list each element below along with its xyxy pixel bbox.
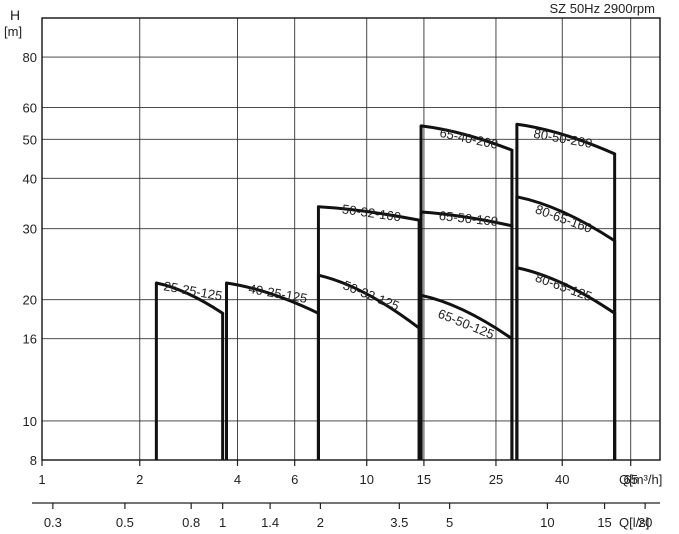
- series-label: 65-40-200: [438, 125, 499, 152]
- y-tick-labels: 8 10 16 20 30 40 50 60 80: [23, 50, 37, 468]
- head-curve: [419, 293, 514, 341]
- plot-frame: [41, 17, 661, 461]
- x-tick-label: 1: [38, 472, 45, 487]
- series-40-25-125: 40-25-125: [225, 281, 320, 460]
- x-tick-label: 15: [417, 472, 431, 487]
- head-curve: [316, 273, 421, 330]
- x2-tick-label: 0.8: [182, 515, 200, 530]
- x-tick-label: 25: [489, 472, 503, 487]
- x2-tick-label: 0.3: [44, 515, 62, 530]
- y-axis-unit: [m]: [4, 24, 22, 39]
- x-tick-label: 10: [360, 472, 374, 487]
- x-tick-label: 40: [555, 472, 569, 487]
- series-label: 80-50-200: [533, 126, 594, 151]
- y-tick-label: 30: [23, 222, 37, 237]
- x-tick-label: 65: [623, 472, 637, 487]
- head-curve: [515, 122, 617, 156]
- chart-title: SZ 50Hz 2900rpm: [550, 1, 656, 16]
- x2-tick-label: 20: [638, 515, 652, 530]
- x2-tick-labels: 0.3 0.5 0.8 1 1.4 2 3.5 5 10 15 20: [44, 515, 653, 530]
- series-65-50-125: 65-50-125: [419, 293, 514, 460]
- x2-tick-label: 0.5: [116, 515, 134, 530]
- head-curve: [419, 124, 514, 152]
- x2-tick-label: 1.4: [261, 515, 279, 530]
- x2-axis-label: Q[l/s]: [619, 515, 649, 530]
- x-tick-label: 2: [136, 472, 143, 487]
- x2-tick-label: 1: [219, 515, 226, 530]
- y-tick-label: 10: [23, 414, 37, 429]
- y-tick-label: 60: [23, 100, 37, 115]
- grid: [32, 18, 660, 509]
- series-50-32-125: 50-32-125: [316, 273, 421, 460]
- x2-tick-label: 5: [446, 515, 453, 530]
- series-label: 40-25-125: [247, 281, 308, 306]
- y-tick-label: 40: [23, 171, 37, 186]
- head-curve: [515, 266, 617, 315]
- x2-tick-label: 3.5: [390, 515, 408, 530]
- series-25-25-125: 25-25-125: [154, 278, 225, 460]
- series-label: 50-32-125: [341, 277, 402, 313]
- head-curve: [419, 210, 514, 228]
- series-label: 50-32-160: [341, 201, 402, 224]
- series-65-50-160: 65-50-160: [419, 208, 514, 460]
- y-tick-label: 16: [23, 332, 37, 347]
- x2-tick-label: 10: [540, 515, 554, 530]
- series-label: 80-65-125: [533, 270, 594, 304]
- head-curve: [316, 205, 421, 222]
- series-label: 65-50-160: [438, 208, 499, 229]
- y-tick-label: 80: [23, 50, 37, 65]
- y-tick-label: 20: [23, 293, 37, 308]
- series-label: 80-65-160: [533, 202, 594, 236]
- head-curve: [225, 281, 320, 315]
- y-tick-label: 8: [30, 453, 37, 468]
- x-tick-label: 6: [291, 472, 298, 487]
- x-axis-label: Q[m³/h]: [619, 472, 662, 487]
- series-65-40-200: 65-40-200: [419, 124, 514, 460]
- series-80-65-125: 80-65-125: [515, 266, 617, 460]
- head-curve: [154, 281, 225, 315]
- x-tick-labels: 1 2 4 6 10 15 25 40 65: [38, 472, 638, 487]
- x2-tick-label: 15: [597, 515, 611, 530]
- y-axis-label: H: [10, 7, 20, 23]
- y-tick-label: 50: [23, 132, 37, 147]
- head-curve: [515, 195, 617, 243]
- performance-curves: 25-25-125 40-25-125 50-32-160 50-32-125 65-4…: [154, 122, 617, 460]
- x-tick-label: 4: [234, 472, 241, 487]
- x2-tick-label: 2: [317, 515, 324, 530]
